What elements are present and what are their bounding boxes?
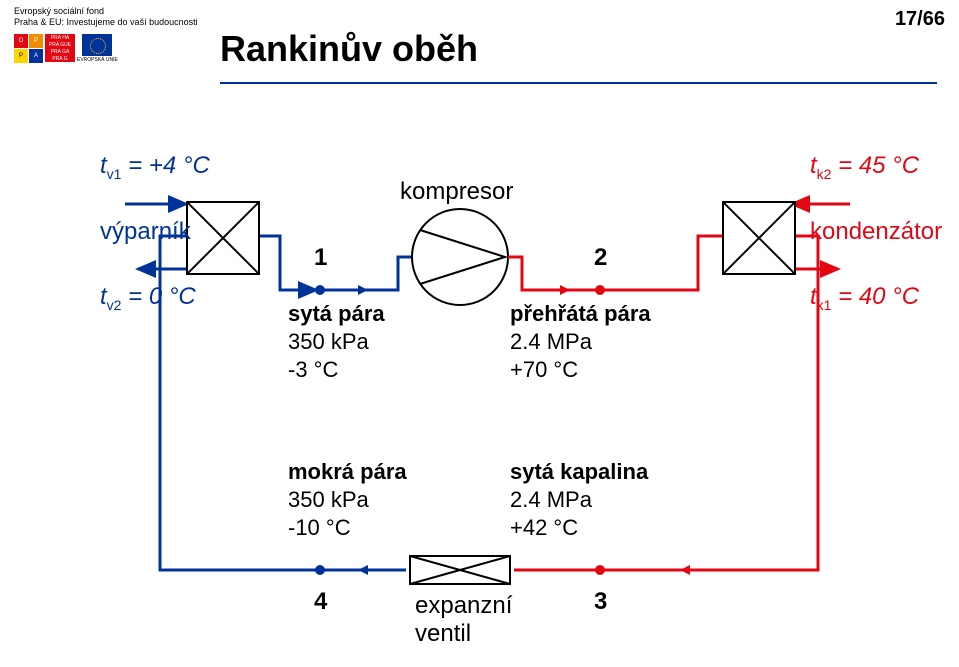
state4-l3: -10 °C [288,514,407,542]
state3-block: sytá kapalina 2.4 MPa +42 °C [510,458,648,542]
node-4: 4 [314,588,327,616]
exp-valve-label: expanzní ventil [415,592,512,648]
state3-l2: 2.4 MPa [510,486,648,514]
evaporator-label: výparník [100,218,191,246]
state1-l3: -3 °C [288,356,385,384]
oppa-O: O [14,34,28,48]
title-rule [220,82,937,84]
node-2: 2 [594,244,607,272]
node-3: 3 [594,588,607,616]
state4-l2: 350 kPa [288,486,407,514]
page-title: Rankinův oběh [220,28,478,70]
evap-t-in: tv1 = +4 °C [100,152,210,182]
state3-l3: +42 °C [510,514,648,542]
oppa-logo: O P P A PRA HA PRA GUE PRA GA PRA G EVRO… [14,34,214,63]
diagram-lines [0,0,959,667]
page-number: 17/66 [895,8,945,31]
esf-logo-block: Evropský sociální fond Praha & EU: Inves… [14,6,214,63]
eu-logo: EVROPSKÁ UNIE [77,34,118,63]
evap-t-out: tv2 = 0 °C [100,283,196,313]
praha-logo: PRA HA PRA GUE PRA GA PRA G [45,34,75,63]
cond-t-in: tk2 = 45 °C [810,152,919,182]
oppa-A: A [29,49,43,63]
state4-block: mokrá pára 350 kPa -10 °C [288,458,407,542]
compressor-label: kompresor [400,178,513,206]
esf-line1: Evropský sociální fond [14,6,214,17]
evaporator-icon [186,201,260,275]
state2-l1: přehřátá pára [510,301,651,326]
state1-block: sytá pára 350 kPa -3 °C [288,300,385,384]
state4-l1: mokrá pára [288,459,407,484]
state1-l2: 350 kPa [288,328,385,356]
esf-line2: Praha & EU: Investujeme do vaší budoucno… [14,17,214,28]
state1-l1: sytá pára [288,301,385,326]
condenser-label: kondenzátor [810,218,942,246]
condenser-icon [722,201,796,275]
oppa-P2: P [14,49,28,63]
cond-t-out: tk1 = 40 °C [810,283,919,313]
state2-l2: 2.4 MPa [510,328,651,356]
oppa-P1: P [29,34,43,48]
state3-l1: sytá kapalina [510,459,648,484]
state2-block: přehřátá pára 2.4 MPa +70 °C [510,300,651,384]
state2-l3: +70 °C [510,356,651,384]
node-1: 1 [314,244,327,272]
